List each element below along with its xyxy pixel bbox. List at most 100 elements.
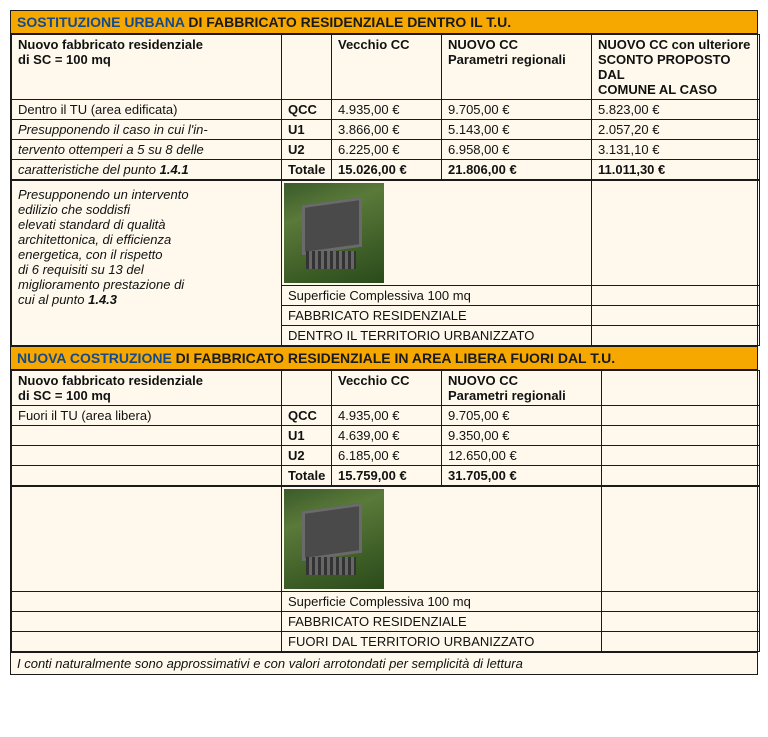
cell: 3.866,00 € (332, 120, 442, 140)
empty-cell (602, 487, 760, 592)
table-row: Presupponendo il caso in cui l'in- U1 3.… (12, 120, 760, 140)
table-row: tervento ottemperi a 5 su 8 delle U2 6.2… (12, 140, 760, 160)
section1-header: SOSTITUZIONE URBANA DI FABBRICATO RESIDE… (11, 11, 757, 34)
note-line: Presupponendo il caso in cui l'in- (12, 120, 282, 140)
section1-table: Nuovo fabbricato residenziale di SC = 10… (11, 34, 760, 180)
row-code: Totale (282, 466, 332, 486)
section1-paragraph: Presupponendo un intervento edilizio che… (12, 181, 282, 346)
cell: 12.650,00 € (442, 446, 602, 466)
empty-cell (602, 446, 760, 466)
house-icon (284, 489, 384, 589)
row-code: Totale (282, 160, 332, 180)
cell: 6.225,00 € (332, 140, 442, 160)
col-code (282, 35, 332, 100)
empty-cell (12, 426, 282, 446)
house-image-cell (282, 181, 592, 286)
empty-cell (602, 612, 760, 632)
table-header-row: Nuovo fabbricato residenziale di SC = 10… (12, 371, 760, 406)
table-row: Totale 15.759,00 € 31.705,00 € (12, 466, 760, 486)
house-image-cell (282, 487, 602, 592)
cell: 4.935,00 € (332, 406, 442, 426)
cell: 9.350,00 € (442, 426, 602, 446)
empty-cell (12, 446, 282, 466)
section1-title-rest: DI FABBRICATO RESIDENZIALE DENTRO IL T.U… (184, 14, 511, 30)
cell: 2.057,20 € (592, 120, 760, 140)
table-row: U1 4.639,00 € 9.350,00 € (12, 426, 760, 446)
note-line: caratteristiche del punto 1.4.1 (12, 160, 282, 180)
cell: 31.705,00 € (442, 466, 602, 486)
row-desc: Dentro il TU (area edificata) (12, 100, 282, 120)
footer-note: I conti naturalmente sono approssimativi… (11, 652, 757, 674)
table-row: Superficie Complessiva 100 mq (12, 592, 760, 612)
col-desc: Nuovo fabbricato residenziale di SC = 10… (12, 371, 282, 406)
row-code: U1 (282, 426, 332, 446)
empty-cell (12, 612, 282, 632)
section1-image-block: Presupponendo un intervento edilizio che… (11, 180, 760, 346)
empty-cell (12, 632, 282, 652)
empty-cell (12, 466, 282, 486)
section2-header: NUOVA COSTRUZIONE DI FABBRICATO RESIDENZ… (11, 346, 757, 370)
cell: 15.026,00 € (332, 160, 442, 180)
empty-cell (12, 592, 282, 612)
table-row: Presupponendo un intervento edilizio che… (12, 181, 760, 286)
caption: FUORI DAL TERRITORIO URBANIZZATO (282, 632, 602, 652)
cell: 4.935,00 € (332, 100, 442, 120)
row-code: U2 (282, 446, 332, 466)
cell: 9.705,00 € (442, 406, 602, 426)
row-code: U1 (282, 120, 332, 140)
cell: 15.759,00 € (332, 466, 442, 486)
caption: DENTRO IL TERRITORIO URBANIZZATO (282, 326, 592, 346)
empty-cell (602, 632, 760, 652)
caption: Superficie Complessiva 100 mq (282, 286, 592, 306)
section2-image-block: Superficie Complessiva 100 mq FABBRICATO… (11, 486, 760, 652)
col-vecchio: Vecchio CC (332, 35, 442, 100)
cell: 6.958,00 € (442, 140, 592, 160)
empty-cell (592, 286, 760, 306)
cell: 6.185,00 € (332, 446, 442, 466)
section2-table: Nuovo fabbricato residenziale di SC = 10… (11, 370, 760, 486)
empty-cell (602, 426, 760, 446)
section2-title-rest: DI FABBRICATO RESIDENZIALE IN AREA LIBER… (172, 350, 615, 366)
caption: FABBRICATO RESIDENZIALE (282, 306, 592, 326)
col-nuovo: NUOVO CC Parametri regionali (442, 371, 602, 406)
table-row: FUORI DAL TERRITORIO URBANIZZATO (12, 632, 760, 652)
cell: 3.131,10 € (592, 140, 760, 160)
table-row: Fuori il TU (area libera) QCC 4.935,00 €… (12, 406, 760, 426)
document: SOSTITUZIONE URBANA DI FABBRICATO RESIDE… (10, 10, 758, 675)
empty-col (602, 371, 760, 406)
col-vecchio: Vecchio CC (332, 371, 442, 406)
row-desc: Fuori il TU (area libera) (12, 406, 282, 426)
col-desc: Nuovo fabbricato residenziale di SC = 10… (12, 35, 282, 100)
table-row (12, 487, 760, 592)
table-row: Dentro il TU (area edificata) QCC 4.935,… (12, 100, 760, 120)
table-row: caratteristiche del punto 1.4.1 Totale 1… (12, 160, 760, 180)
empty-cell (602, 466, 760, 486)
col-sconto: NUOVO CC con ulteriore SCONTO PROPOSTO D… (592, 35, 760, 100)
col-code (282, 371, 332, 406)
empty-cell (12, 487, 282, 592)
table-header-row: Nuovo fabbricato residenziale di SC = 10… (12, 35, 760, 100)
cell: 5.143,00 € (442, 120, 592, 140)
caption: Superficie Complessiva 100 mq (282, 592, 602, 612)
caption: FABBRICATO RESIDENZIALE (282, 612, 602, 632)
empty-cell (592, 306, 760, 326)
row-code: QCC (282, 100, 332, 120)
cell: 4.639,00 € (332, 426, 442, 446)
empty-cell (592, 181, 760, 286)
note-line: tervento ottemperi a 5 su 8 delle (12, 140, 282, 160)
cell: 11.011,30 € (592, 160, 760, 180)
table-row: FABBRICATO RESIDENZIALE (12, 612, 760, 632)
row-code: U2 (282, 140, 332, 160)
house-icon (284, 183, 384, 283)
cell: 9.705,00 € (442, 100, 592, 120)
empty-cell (602, 406, 760, 426)
table-row: U2 6.185,00 € 12.650,00 € (12, 446, 760, 466)
empty-cell (592, 326, 760, 346)
section1-title-bold: SOSTITUZIONE URBANA (17, 14, 184, 30)
col-nuovo: NUOVO CC Parametri regionali (442, 35, 592, 100)
row-code: QCC (282, 406, 332, 426)
section2-title-bold: NUOVA COSTRUZIONE (17, 350, 172, 366)
empty-cell (602, 592, 760, 612)
cell: 21.806,00 € (442, 160, 592, 180)
cell: 5.823,00 € (592, 100, 760, 120)
